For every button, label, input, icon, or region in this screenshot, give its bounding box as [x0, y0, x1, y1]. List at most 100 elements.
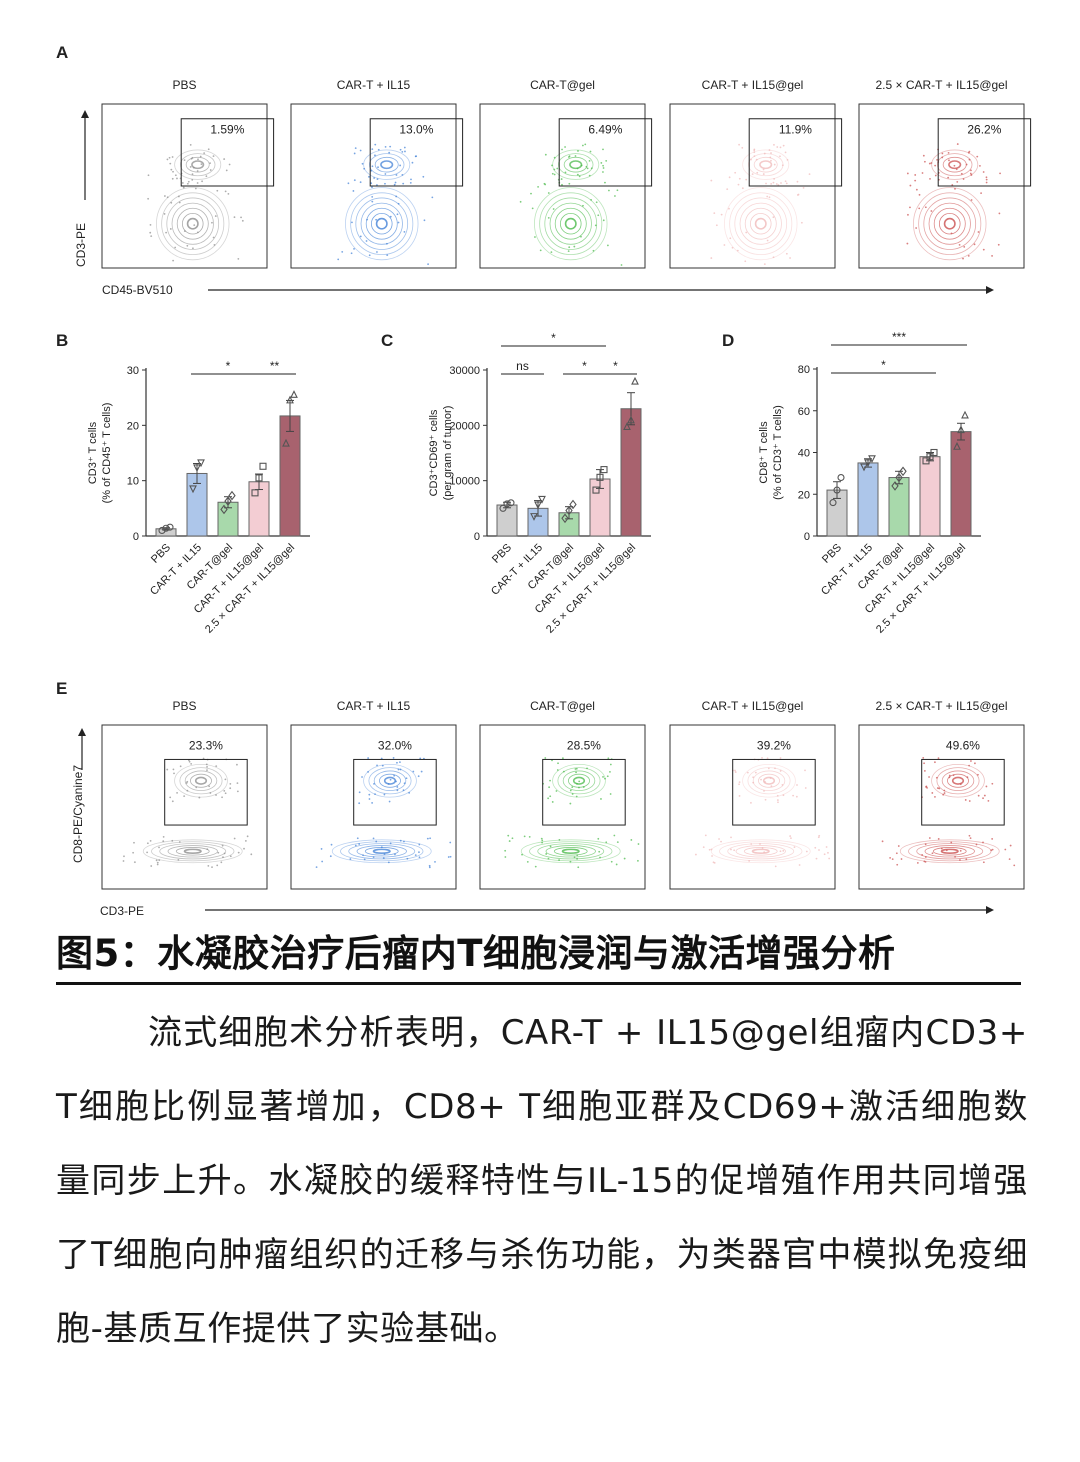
density-contour: [951, 776, 965, 785]
density-contour: [179, 767, 223, 795]
event-dot: [519, 200, 522, 203]
event-dot: [361, 162, 364, 165]
event-dot: [418, 843, 421, 846]
density-contour: [899, 839, 1000, 864]
event-dot: [576, 854, 579, 857]
data-point: [499, 504, 507, 512]
event-dot: [176, 792, 178, 794]
event-dot: [817, 836, 820, 839]
density-contour: [918, 192, 982, 256]
event-dot: [203, 152, 206, 154]
data-point: [158, 526, 166, 535]
y-tick-label: 0: [474, 531, 480, 543]
event-dot: [970, 169, 972, 172]
data-point: [565, 505, 573, 516]
event-dot: [969, 837, 972, 840]
event-dot: [950, 841, 953, 844]
event-dot: [943, 789, 946, 792]
event-dot: [199, 155, 202, 158]
event-dot: [959, 859, 961, 861]
event-dot: [576, 782, 578, 785]
event-dot: [359, 235, 362, 238]
event-dot: [178, 201, 181, 204]
event-dot: [169, 162, 172, 165]
event-dot: [931, 792, 934, 794]
event-dot: [376, 764, 378, 767]
data-point: [922, 457, 930, 465]
data-point: [530, 513, 538, 521]
event-dot: [606, 244, 609, 247]
panel-e-x-axis-label: CD3-PE: [100, 904, 144, 918]
event-dot: [991, 848, 994, 851]
event-dot: [417, 775, 420, 778]
density-contour: [552, 149, 600, 180]
density-contour: [554, 207, 587, 240]
event-dot: [222, 856, 224, 859]
data-point: [538, 495, 546, 504]
density-contour: [537, 843, 605, 860]
event-dot: [923, 770, 926, 772]
event-dot: [541, 839, 544, 842]
density-contour: [365, 207, 398, 240]
event-dot: [434, 860, 436, 863]
event-dot: [985, 176, 988, 179]
event-dot: [361, 776, 363, 778]
event-dot: [977, 773, 979, 776]
density-contour: [183, 848, 202, 854]
event-dot: [918, 207, 921, 210]
event-dot: [404, 150, 406, 153]
flow-plot-frame: [290, 724, 457, 890]
event-dot: [394, 181, 397, 184]
event-dot: [420, 770, 423, 773]
event-dot: [928, 776, 930, 778]
event-dot: [713, 861, 716, 864]
density-contour: [331, 839, 432, 864]
event-dot: [915, 188, 918, 191]
data-point: [926, 453, 934, 461]
event-dot: [427, 263, 429, 266]
event-dot: [412, 770, 415, 773]
density-contour: [557, 767, 601, 795]
event-dot: [965, 858, 968, 861]
event-dot: [600, 162, 603, 164]
event-dot: [750, 158, 752, 161]
event-dot: [544, 153, 547, 156]
event-dot: [734, 769, 736, 772]
event-dot: [191, 156, 194, 159]
density-contour: [735, 845, 786, 858]
flow-plot-e-2: CAR-T + IL15 32.0%: [290, 699, 457, 890]
event-dot: [948, 159, 950, 162]
event-dot: [604, 181, 606, 184]
event-dot: [352, 190, 355, 192]
event-dot: [769, 156, 772, 159]
event-dot: [592, 249, 595, 252]
event-dot: [763, 263, 766, 265]
event-dot: [600, 798, 602, 800]
density-contour: [159, 843, 227, 860]
event-dot: [132, 851, 135, 854]
event-dot: [406, 857, 409, 860]
data-point: [829, 499, 837, 507]
gate-percentage: 39.2%: [757, 739, 791, 753]
event-dot: [784, 180, 787, 183]
event-dot: [534, 865, 537, 868]
event-dot: [921, 172, 924, 174]
event-dot: [449, 855, 452, 858]
event-dot: [969, 172, 972, 175]
event-dot: [229, 782, 232, 785]
density-contour: [363, 149, 411, 180]
event-dot: [166, 768, 169, 771]
event-dot: [330, 843, 333, 846]
flow-plot-e-4: CAR-T + IL15@gel 39.2%: [669, 699, 836, 890]
event-dot: [924, 856, 927, 858]
event-dot: [388, 800, 391, 803]
event-dot: [573, 856, 576, 859]
event-dot: [544, 757, 547, 759]
density-contour: [142, 839, 243, 864]
x-tick-label: PBS: [820, 542, 844, 566]
event-dot: [975, 843, 978, 846]
event-dot: [730, 836, 732, 839]
event-dot: [708, 848, 711, 851]
event-dot: [315, 866, 318, 869]
density-contour: [752, 770, 786, 791]
